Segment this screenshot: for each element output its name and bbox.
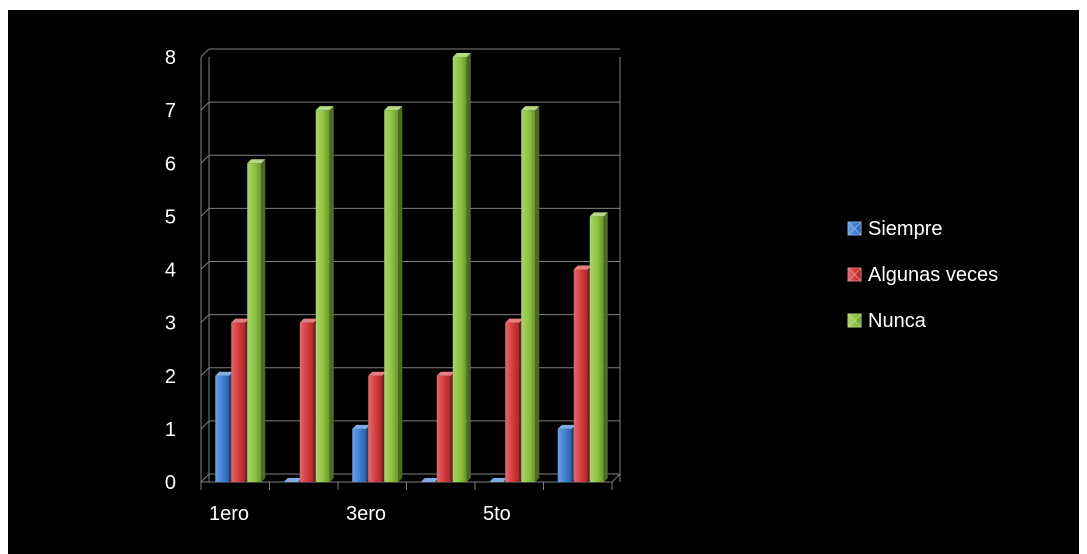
bar-siempre-4to xyxy=(420,478,439,482)
bar-side xyxy=(466,53,471,482)
bar-top xyxy=(489,478,508,482)
legend-label: Nunca xyxy=(868,310,927,332)
bar-side xyxy=(535,106,540,482)
bar-top xyxy=(215,371,234,376)
bar-top xyxy=(368,371,387,376)
y-tick-label: 4 xyxy=(165,260,176,282)
bar-siempre-5to xyxy=(489,478,508,482)
bar-algunas-veces-2do xyxy=(299,318,318,482)
gridline-depth xyxy=(200,208,210,217)
legend-entry-nunca: Nunca xyxy=(847,310,927,332)
gridline-depth xyxy=(200,314,210,323)
legend: Siempre Algunas veces Nunca xyxy=(847,218,998,332)
y-tick-label: 6 xyxy=(165,153,176,175)
chart-area: 0 1 2 3 4 5 6 7 8 1ero 3ero 5to Siempre Algunas vece… xyxy=(8,10,1079,554)
bar-nunca-6to xyxy=(589,212,608,482)
y-tick-label: 7 xyxy=(165,100,176,122)
y-tick-label: 3 xyxy=(165,313,176,335)
bar-top xyxy=(573,265,592,270)
bar-front xyxy=(557,428,572,482)
bar-front xyxy=(352,428,367,482)
bar-top xyxy=(521,106,540,111)
bar-front xyxy=(368,375,383,482)
bar-top xyxy=(299,318,318,323)
bar-algunas-veces-5to xyxy=(505,318,524,482)
bar-siempre-2do xyxy=(283,478,302,482)
tick-labels: 0 1 2 3 4 5 6 7 8 1ero 3ero 5to xyxy=(165,47,511,525)
bar-front xyxy=(231,322,246,482)
bar-nunca-3ero xyxy=(384,106,403,482)
gridline-depth xyxy=(200,154,210,164)
bar-front xyxy=(299,322,314,482)
bar-front xyxy=(573,269,588,482)
bar-nunca-2do xyxy=(315,106,334,482)
bar-front xyxy=(452,57,467,482)
bar-top xyxy=(315,106,334,111)
bar-siempre-1ero xyxy=(215,371,234,482)
x-axis-depth-line xyxy=(611,473,621,483)
bar-front xyxy=(505,322,520,482)
bar-siempre-6to xyxy=(557,424,576,482)
bar-top xyxy=(231,318,250,323)
bar-front xyxy=(247,163,262,482)
bar-front xyxy=(521,110,536,482)
bar-front xyxy=(436,375,451,482)
y-tick-label: 5 xyxy=(165,206,176,228)
x-tick-label: 5to xyxy=(483,503,511,525)
x-tick-label: 1ero xyxy=(209,503,249,525)
gridline-depth xyxy=(200,261,210,270)
y-tick-label: 2 xyxy=(165,366,176,388)
bar-top xyxy=(384,106,403,111)
bar-chart: 0 1 2 3 4 5 6 7 8 1ero 3ero 5to Siempre Algunas vece… xyxy=(165,47,998,525)
legend-entry-algunas-veces: Algunas veces xyxy=(847,264,998,286)
x-tick-label: 3ero xyxy=(346,503,386,525)
bar-nunca-5to xyxy=(521,106,540,482)
legend-entry-siempre: Siempre xyxy=(847,218,942,240)
bar-front xyxy=(384,110,399,482)
gridline-depth xyxy=(200,420,210,430)
bar-top xyxy=(452,53,471,57)
legend-label: Algunas veces xyxy=(868,264,998,286)
bar-algunas-veces-1ero xyxy=(231,318,250,482)
gridline-depth xyxy=(200,473,210,483)
bar-top xyxy=(247,159,266,164)
bar-top xyxy=(589,212,608,217)
gridline-depth xyxy=(200,367,210,377)
gridlines xyxy=(200,48,621,483)
bar-side xyxy=(603,212,608,482)
y-tick-label: 8 xyxy=(165,47,176,69)
bar-nunca-1ero xyxy=(247,159,266,482)
bar-siempre-3ero xyxy=(352,424,371,482)
bar-top xyxy=(283,478,302,482)
bar-front xyxy=(215,375,230,482)
bar-top xyxy=(436,371,455,376)
y-tick-label: 1 xyxy=(165,419,176,441)
bar-side xyxy=(398,106,403,482)
bar-algunas-veces-4to xyxy=(436,371,455,482)
bar-nunca-4to xyxy=(452,53,471,482)
bars xyxy=(215,53,608,482)
bar-side xyxy=(261,159,266,482)
bar-top xyxy=(352,424,371,429)
bar-top xyxy=(557,424,576,429)
bar-front xyxy=(315,110,330,482)
y-tick-label: 0 xyxy=(165,472,176,494)
bar-algunas-veces-6to xyxy=(573,265,592,482)
axes xyxy=(200,57,621,490)
legend-label: Siempre xyxy=(868,218,942,240)
bar-top xyxy=(420,478,439,482)
gridline-depth xyxy=(200,48,210,58)
bar-top xyxy=(505,318,524,323)
gridline-depth xyxy=(200,101,210,111)
bar-side xyxy=(329,106,334,482)
bar-algunas-veces-3ero xyxy=(368,371,387,482)
bar-front xyxy=(589,216,604,482)
